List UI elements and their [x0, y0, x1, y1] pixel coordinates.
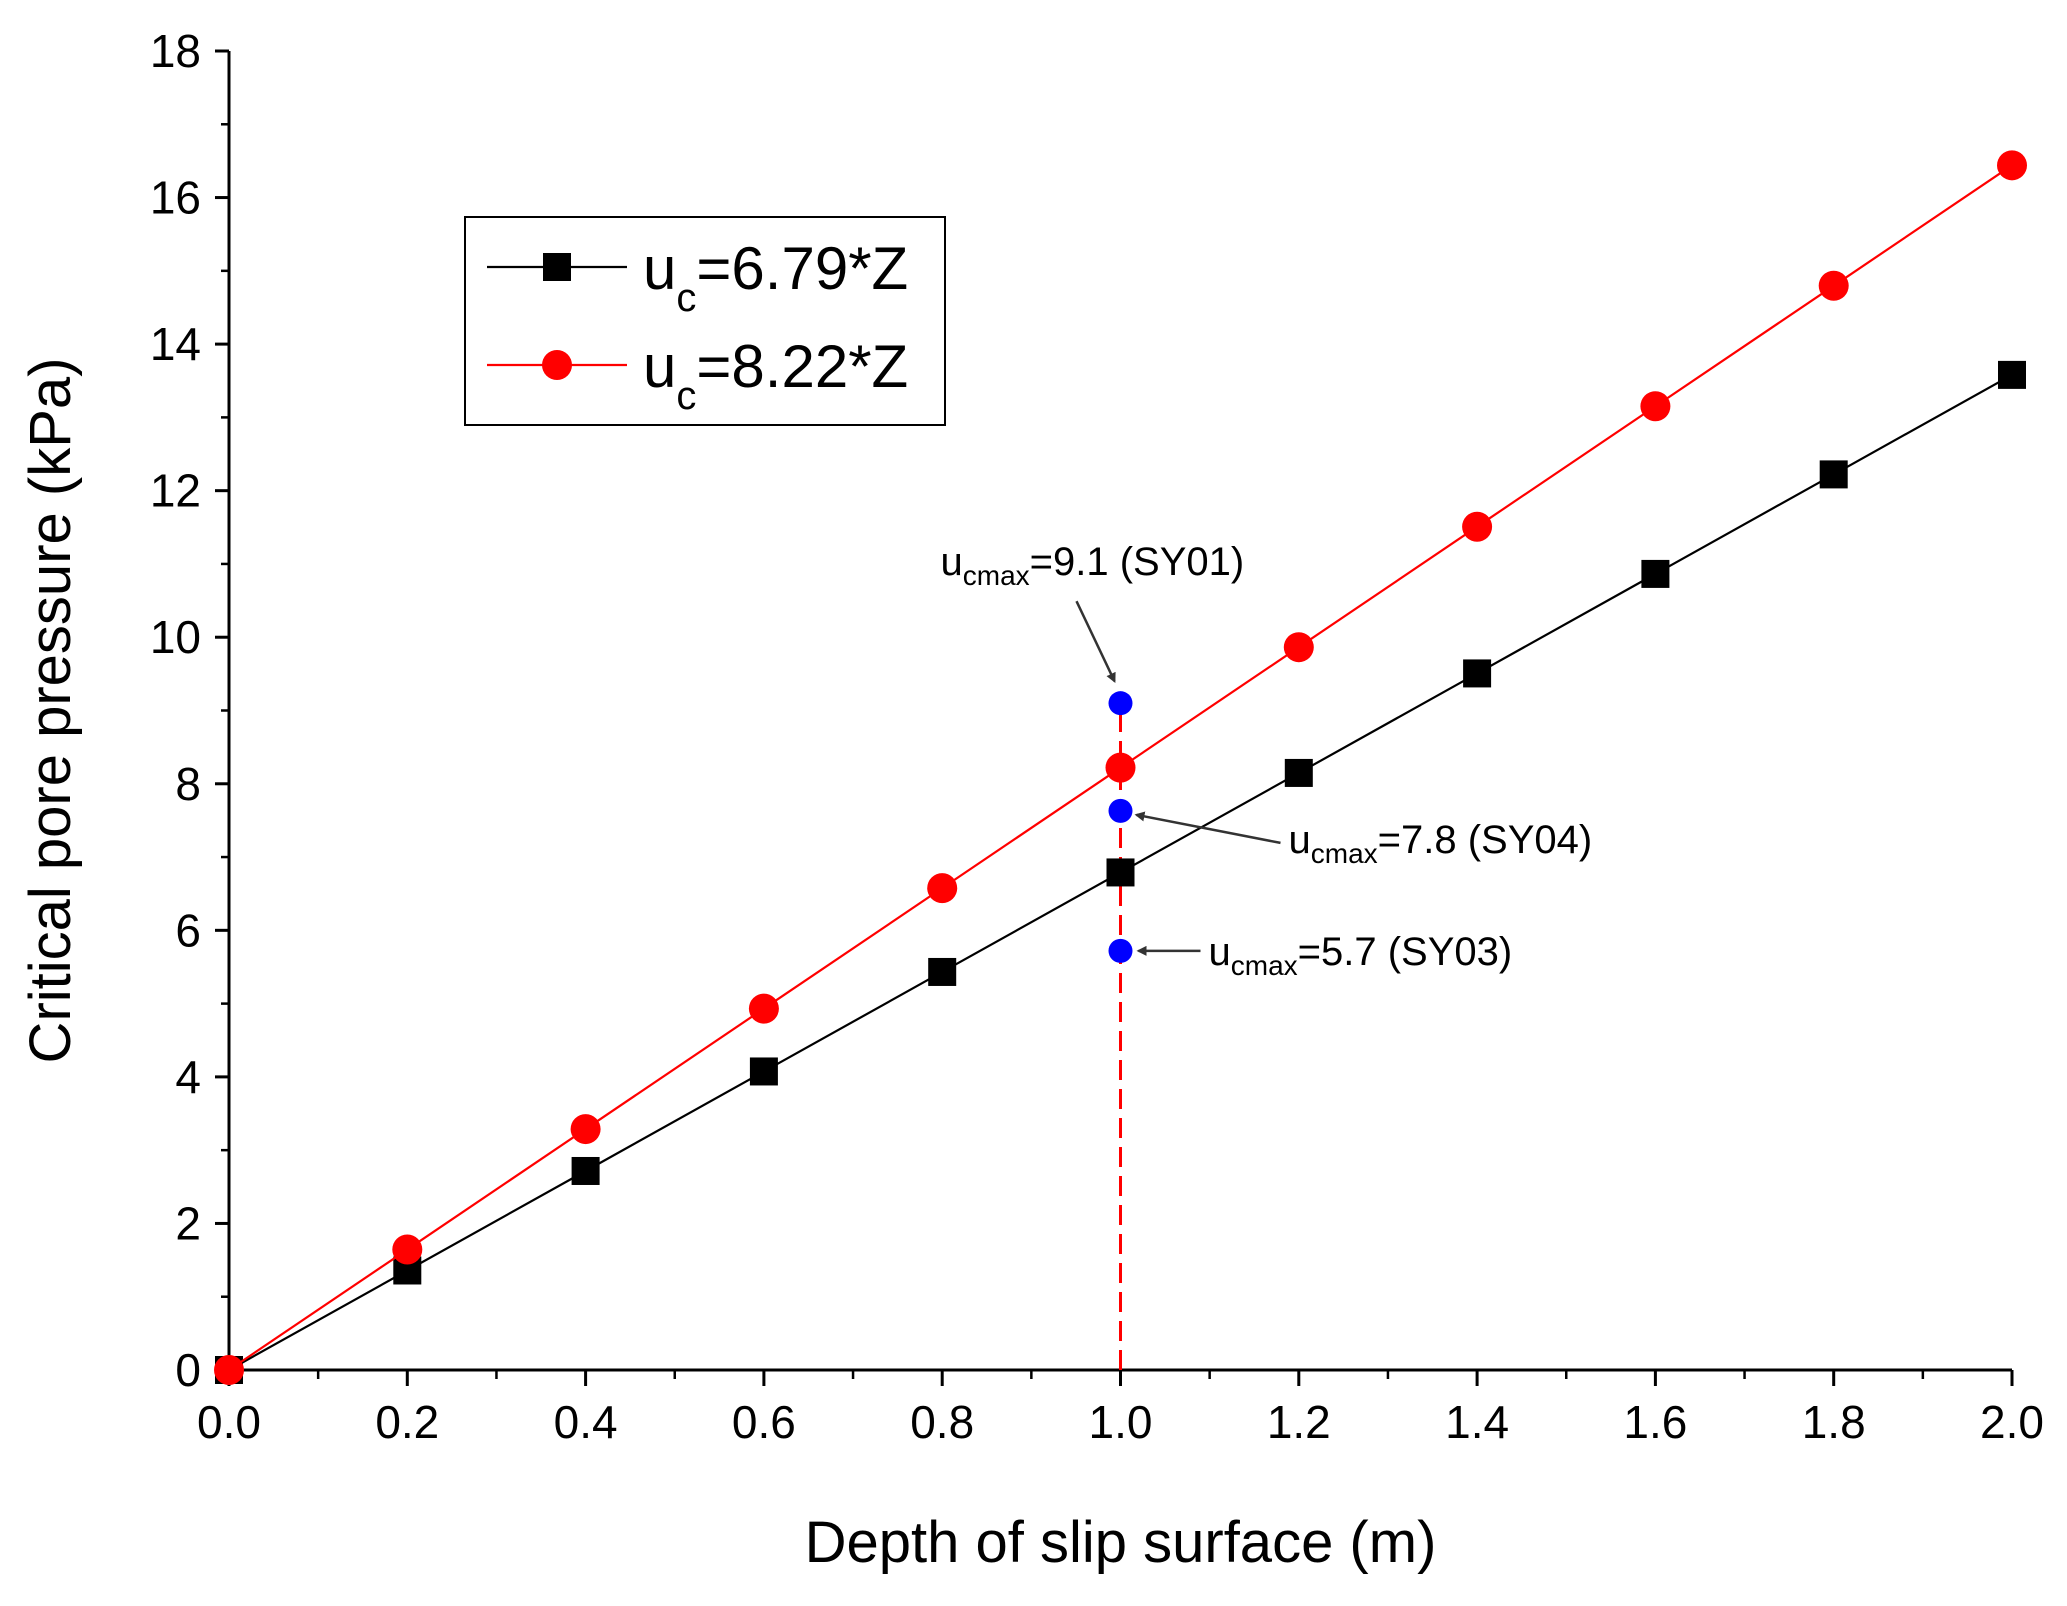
- data-point: [1106, 858, 1135, 887]
- data-point: [1105, 752, 1136, 783]
- annotation-label: ucmax=9.1 (SY01): [941, 540, 1245, 591]
- series-1: [214, 150, 2027, 1385]
- x-tick-label: 0.8: [910, 1396, 974, 1448]
- data-point: [1997, 150, 2027, 181]
- highlight-point: [1108, 938, 1133, 963]
- data-point: [748, 993, 779, 1024]
- data-point: [928, 957, 957, 986]
- legend-marker: [543, 253, 571, 281]
- y-axis-title: Critical pore pressure (kPa): [18, 358, 83, 1064]
- data-point: [1640, 391, 1671, 422]
- legend: uc=6.79*Z uc=8.22*Z: [464, 216, 946, 426]
- highlight-point: [1108, 691, 1133, 716]
- data-point: [1284, 758, 1313, 787]
- legend-label: uc=6.79*Z: [643, 235, 908, 320]
- y-tick-label: 12: [150, 465, 201, 517]
- x-tick-label: 0.6: [732, 1396, 796, 1448]
- y-tick-label: 0: [175, 1344, 201, 1396]
- annotation-arrow: [1075, 600, 1116, 683]
- y-tick-label: 14: [150, 318, 201, 370]
- data-point: [1283, 632, 1314, 663]
- data-point: [571, 1156, 600, 1185]
- y-tick-label: 10: [150, 611, 201, 663]
- axes: 0 2 4 6 8 10 12 14 16 18 0.0 0.2 0.4 0.6 0.8 1.0 1.2 1.4 1…: [150, 25, 2044, 1448]
- y-tick-label: 18: [150, 25, 201, 77]
- data-point: [392, 1234, 423, 1265]
- x-tick-label: 0.0: [197, 1396, 261, 1448]
- highlight-points-group: ucmax=9.1 (SY01) ucmax=7.8 (SY04) ucmax=5.…: [941, 540, 1593, 981]
- data-point: [1998, 360, 2026, 389]
- x-tick-label: 0.4: [554, 1396, 618, 1448]
- y-tick-label: 16: [150, 172, 201, 224]
- data-point: [1818, 270, 1849, 301]
- annotation-label: ucmax=5.7 (SY03): [1209, 930, 1513, 981]
- annotation-label: ucmax=7.8 (SY04): [1289, 818, 1593, 869]
- y-tick-label: 2: [175, 1197, 201, 1249]
- x-axis-title: Depth of slip surface (m): [805, 1510, 1437, 1575]
- x-tick-label: 1.8: [1802, 1396, 1866, 1448]
- x-tick-label: 1.4: [1445, 1396, 1509, 1448]
- x-tick-label: 1.6: [1623, 1396, 1687, 1448]
- data-point: [214, 1355, 244, 1385]
- y-tick-label: 4: [175, 1051, 201, 1103]
- series-0: [215, 360, 2026, 1384]
- legend-entry: uc=6.79*Z: [487, 235, 908, 320]
- x-tick-label: 0.2: [375, 1396, 439, 1448]
- y-tick-label: 6: [175, 904, 201, 956]
- legend-marker: [542, 350, 572, 380]
- data-point: [927, 873, 958, 904]
- series-group: [214, 150, 2027, 1385]
- data-point: [1462, 511, 1493, 542]
- x-tick-label: 1.0: [1089, 1396, 1153, 1448]
- y-tick-label: 8: [175, 758, 201, 810]
- x-tick-label: 2.0: [1980, 1396, 2044, 1448]
- legend-entry: uc=8.22*Z: [487, 333, 908, 418]
- data-point: [1463, 659, 1492, 688]
- data-point: [1641, 559, 1670, 588]
- legend-box: [464, 216, 946, 426]
- data-point: [1819, 460, 1848, 489]
- data-point: [749, 1057, 778, 1086]
- x-tick-label: 1.2: [1267, 1396, 1331, 1448]
- annotation-arrow: [1134, 811, 1281, 845]
- data-point: [570, 1114, 601, 1145]
- legend-label: uc=8.22*Z: [643, 333, 908, 418]
- highlight-point: [1108, 798, 1133, 823]
